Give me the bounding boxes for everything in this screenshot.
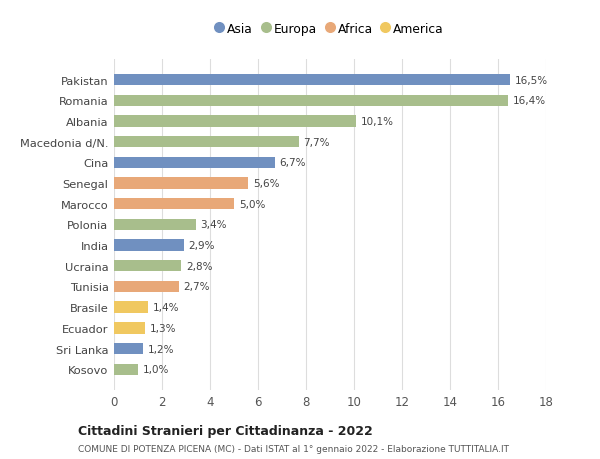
- Bar: [114, 95, 508, 106]
- Bar: [114, 240, 184, 251]
- Text: 5,6%: 5,6%: [253, 179, 280, 189]
- Text: 6,7%: 6,7%: [280, 158, 306, 168]
- Bar: [114, 178, 248, 189]
- Text: 1,3%: 1,3%: [150, 323, 176, 333]
- Bar: [114, 323, 145, 334]
- Bar: [114, 137, 299, 148]
- Text: 5,0%: 5,0%: [239, 199, 265, 209]
- Text: 1,4%: 1,4%: [152, 302, 179, 313]
- Text: 16,4%: 16,4%: [512, 96, 545, 106]
- Bar: [114, 261, 181, 272]
- Text: 1,2%: 1,2%: [148, 344, 174, 354]
- Text: COMUNE DI POTENZA PICENA (MC) - Dati ISTAT al 1° gennaio 2022 - Elaborazione TUT: COMUNE DI POTENZA PICENA (MC) - Dati IST…: [78, 444, 509, 453]
- Bar: [114, 343, 143, 354]
- Text: 1,0%: 1,0%: [143, 364, 169, 375]
- Text: 10,1%: 10,1%: [361, 117, 394, 127]
- Bar: [114, 157, 275, 168]
- Text: 2,7%: 2,7%: [184, 282, 210, 292]
- Text: 7,7%: 7,7%: [304, 137, 330, 147]
- Bar: [114, 116, 356, 127]
- Bar: [114, 75, 510, 86]
- Bar: [114, 364, 138, 375]
- Text: 2,8%: 2,8%: [186, 261, 212, 271]
- Bar: [114, 302, 148, 313]
- Text: 16,5%: 16,5%: [515, 75, 548, 85]
- Text: 3,4%: 3,4%: [200, 220, 227, 230]
- Bar: [114, 219, 196, 230]
- Bar: [114, 281, 179, 292]
- Legend: Asia, Europa, Africa, America: Asia, Europa, Africa, America: [212, 19, 448, 40]
- Bar: [114, 199, 234, 210]
- Text: Cittadini Stranieri per Cittadinanza - 2022: Cittadini Stranieri per Cittadinanza - 2…: [78, 425, 373, 437]
- Text: 2,9%: 2,9%: [188, 241, 215, 251]
